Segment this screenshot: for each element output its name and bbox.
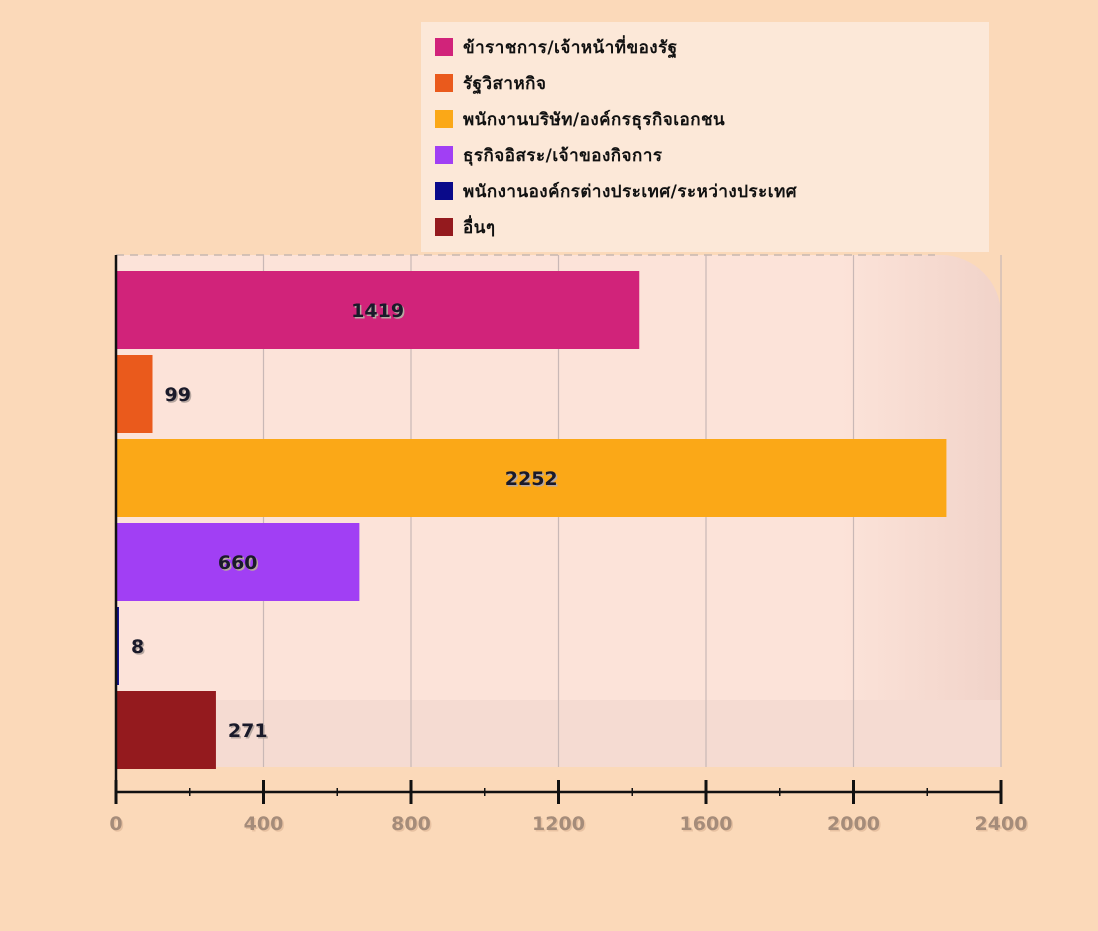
x-tick-label-shadow: 1200 — [534, 815, 587, 837]
legend: ข้าราชการ/เจ้าหน้าที่ของรัฐรัฐวิสาหกิจพน… — [421, 22, 989, 252]
legend-swatch — [435, 218, 453, 236]
x-tick-label: 1200 — [532, 813, 585, 835]
value-label: 1419 — [351, 300, 404, 322]
x-tick-label-shadow: 1600 — [681, 815, 734, 837]
x-tick-label: 0 — [109, 813, 122, 835]
legend-item: พนักงานองค์กรต่างประเทศ/ระหว่างประเทศ — [435, 176, 797, 206]
value-label-shadow: 8 — [132, 638, 145, 660]
legend-item: ข้าราชการ/เจ้าหน้าที่ของรัฐ — [435, 32, 678, 62]
x-tick-label: 400 — [244, 813, 284, 835]
legend-label: ธุรกิจอิสระ/เจ้าของกิจการ — [463, 145, 663, 166]
value-label: 271 — [228, 720, 268, 742]
value-label-shadow: 1419 — [353, 302, 406, 324]
legend-swatch — [435, 110, 453, 128]
legend-label: ข้าราชการ/เจ้าหน้าที่ของรัฐ — [463, 37, 678, 58]
bar — [116, 355, 153, 433]
x-tick-label: 2400 — [975, 813, 1028, 835]
value-label-shadow: 271 — [229, 722, 269, 744]
x-tick-label: 1600 — [680, 813, 733, 835]
axes — [114, 255, 1003, 804]
x-tick-label-shadow: 2000 — [829, 815, 882, 837]
value-label-shadow: 99 — [166, 386, 192, 408]
legend-item: ธุรกิจอิสระ/เจ้าของกิจการ — [435, 140, 663, 170]
legend-label: พนักงานองค์กรต่างประเทศ/ระหว่างประเทศ — [463, 181, 798, 202]
value-label-shadow: 2252 — [506, 470, 559, 492]
legend-label: อื่นๆ — [463, 217, 496, 238]
value-label: 2252 — [505, 468, 558, 490]
x-tick-label-shadow: 400 — [245, 815, 285, 837]
value-label: 660 — [218, 552, 258, 574]
x-tick-label: 2000 — [827, 813, 880, 835]
legend-label: รัฐวิสาหกิจ — [463, 73, 547, 94]
bar — [116, 691, 216, 769]
x-tick-label-shadow: 2400 — [976, 815, 1029, 837]
legend-label: พนักงานบริษัท/องค์กรธุรกิจเอกชน — [463, 109, 726, 130]
legend-item: พนักงานบริษัท/องค์กรธุรกิจเอกชน — [435, 104, 725, 134]
bar — [116, 523, 360, 601]
value-label-shadow: 660 — [219, 554, 259, 576]
legend-swatch — [435, 74, 453, 92]
x-tick-label: 800 — [391, 813, 431, 835]
bars — [116, 271, 947, 769]
bar — [116, 271, 640, 349]
legend-swatch — [435, 38, 453, 56]
bar — [116, 607, 119, 685]
value-label: 8 — [131, 636, 144, 658]
bar — [116, 439, 947, 517]
value-label: 99 — [165, 384, 191, 406]
legend-item: รัฐวิสาหกิจ — [435, 68, 546, 98]
legend-item: อื่นๆ — [435, 212, 495, 242]
x-tick-label-shadow: 0 — [111, 815, 124, 837]
legend-swatch — [435, 146, 453, 164]
x-tick-label-shadow: 800 — [393, 815, 433, 837]
legend-swatch — [435, 182, 453, 200]
